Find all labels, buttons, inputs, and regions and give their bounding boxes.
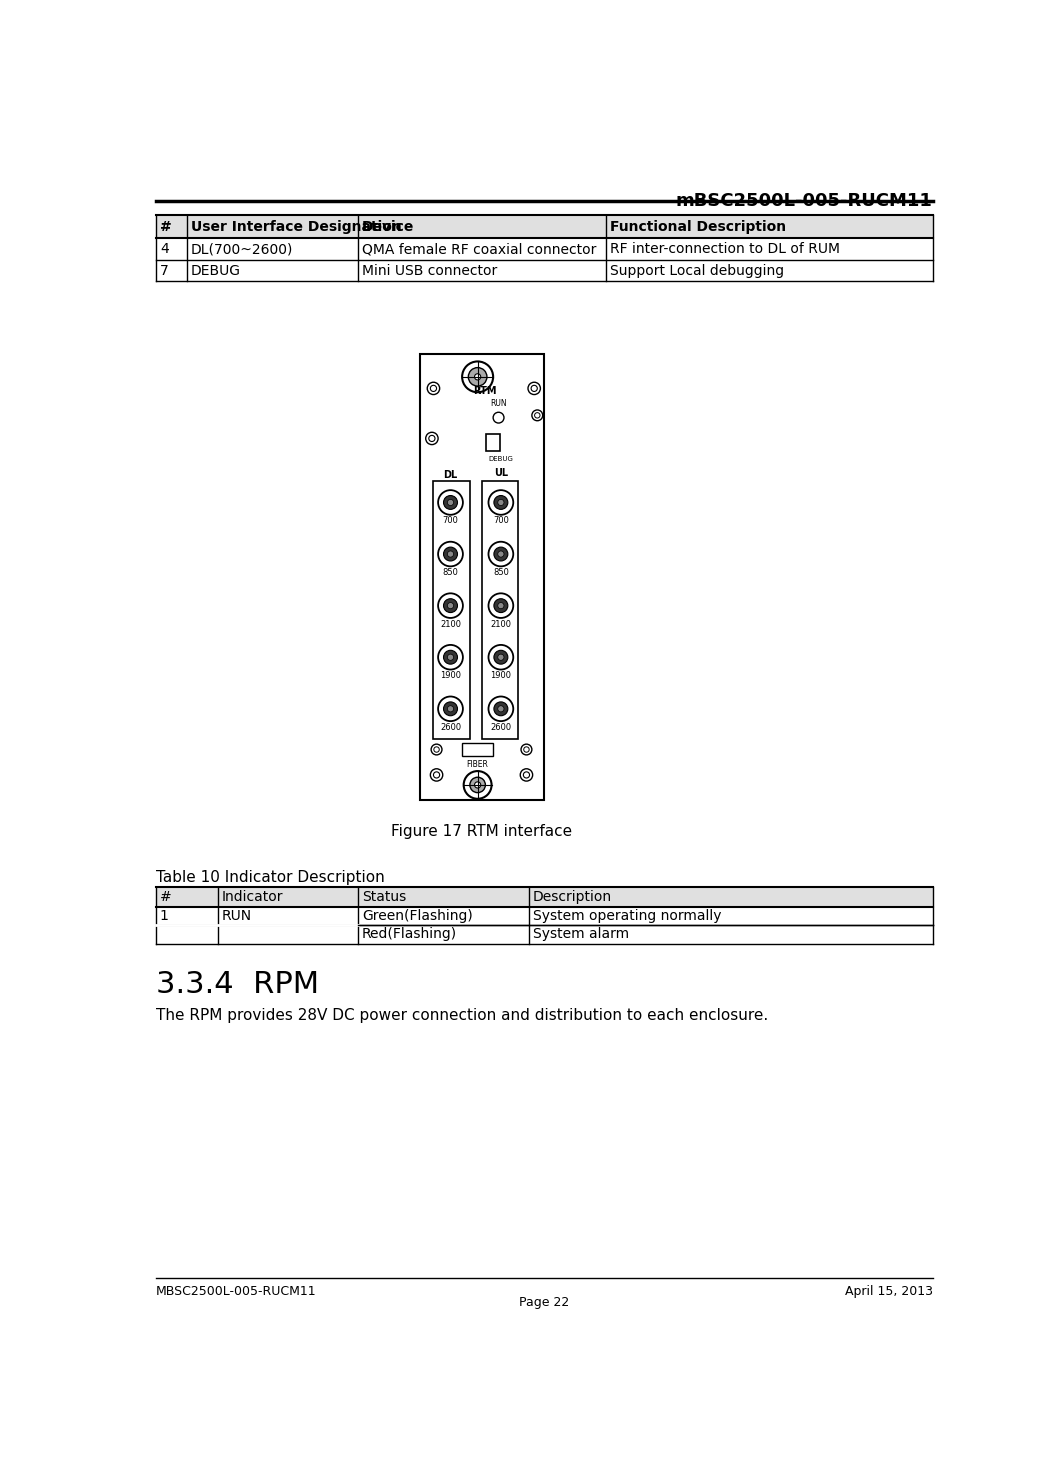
Circle shape <box>493 412 504 422</box>
Circle shape <box>469 777 485 792</box>
Text: Red(Flashing): Red(Flashing) <box>362 927 457 941</box>
Text: 700: 700 <box>493 517 509 526</box>
Circle shape <box>444 496 458 509</box>
Text: #: # <box>160 889 172 904</box>
Bar <box>156 886 932 907</box>
Text: DL: DL <box>443 471 458 480</box>
Circle shape <box>494 548 508 561</box>
Text: Green(Flashing): Green(Flashing) <box>362 908 473 923</box>
Text: Mini USB connector: Mini USB connector <box>362 263 497 278</box>
Bar <box>486 434 500 450</box>
Text: Support Local debugging: Support Local debugging <box>611 263 785 278</box>
Text: April 15, 2013: April 15, 2013 <box>844 1285 932 1298</box>
Circle shape <box>494 702 508 715</box>
Circle shape <box>439 696 463 721</box>
Circle shape <box>447 551 453 556</box>
Bar <box>481 481 518 739</box>
Circle shape <box>439 542 463 567</box>
Circle shape <box>489 593 513 618</box>
Circle shape <box>494 651 508 664</box>
Circle shape <box>447 499 453 505</box>
Circle shape <box>431 745 442 755</box>
Circle shape <box>489 645 513 670</box>
Text: QMA female RF coaxial connector: QMA female RF coaxial connector <box>362 241 596 256</box>
Circle shape <box>444 702 458 715</box>
Text: System alarm: System alarm <box>533 927 629 941</box>
Circle shape <box>494 599 508 612</box>
Circle shape <box>447 654 453 661</box>
Text: mBSC2500L-005-RUCM11: mBSC2500L-005-RUCM11 <box>675 191 932 210</box>
Circle shape <box>444 599 458 612</box>
Text: Description: Description <box>533 889 612 904</box>
Text: User Interface Designation: User Interface Designation <box>191 219 401 234</box>
Circle shape <box>498 499 504 505</box>
Bar <box>462 743 493 755</box>
Circle shape <box>430 768 443 782</box>
Circle shape <box>532 409 543 421</box>
Circle shape <box>444 651 458 664</box>
Bar <box>433 481 469 739</box>
Bar <box>419 353 544 801</box>
Text: DEBUG: DEBUG <box>191 263 241 278</box>
Text: MBSC2500L-005-RUCM11: MBSC2500L-005-RUCM11 <box>156 1285 316 1298</box>
Circle shape <box>498 602 504 609</box>
Circle shape <box>426 433 439 445</box>
Circle shape <box>462 362 493 392</box>
Text: RUN: RUN <box>222 908 252 923</box>
Text: RTM: RTM <box>474 386 497 396</box>
Circle shape <box>447 602 453 609</box>
Circle shape <box>520 768 533 782</box>
Circle shape <box>489 696 513 721</box>
Circle shape <box>528 383 541 394</box>
Text: System operating normally: System operating normally <box>533 908 721 923</box>
Circle shape <box>468 368 486 386</box>
Circle shape <box>489 490 513 515</box>
Text: 1: 1 <box>160 908 169 923</box>
Text: Indicator: Indicator <box>222 889 284 904</box>
Text: 2100: 2100 <box>491 620 512 629</box>
Text: 7: 7 <box>160 263 169 278</box>
Circle shape <box>444 548 458 561</box>
Circle shape <box>521 745 532 755</box>
Bar <box>156 215 932 238</box>
Text: #: # <box>160 219 172 234</box>
Text: 3.3.4  RPM: 3.3.4 RPM <box>156 970 319 998</box>
Text: The RPM provides 28V DC power connection and distribution to each enclosure.: The RPM provides 28V DC power connection… <box>156 1008 768 1023</box>
Text: Page 22: Page 22 <box>519 1295 569 1309</box>
Text: 700: 700 <box>443 517 459 526</box>
Text: RF inter-connection to DL of RUM: RF inter-connection to DL of RUM <box>611 241 840 256</box>
Text: Figure 17 RTM interface: Figure 17 RTM interface <box>391 824 572 839</box>
Text: DEBUG: DEBUG <box>489 455 513 462</box>
Circle shape <box>475 782 481 788</box>
Text: FIBER: FIBER <box>466 761 489 770</box>
Circle shape <box>427 383 440 394</box>
Text: Table 10 Indicator Description: Table 10 Indicator Description <box>156 870 384 885</box>
Circle shape <box>498 551 504 556</box>
Circle shape <box>439 593 463 618</box>
Circle shape <box>494 496 508 509</box>
Text: RUN: RUN <box>491 399 507 408</box>
Text: 1900: 1900 <box>440 671 461 680</box>
Text: Device: Device <box>362 219 414 234</box>
Circle shape <box>439 645 463 670</box>
Text: 4: 4 <box>160 241 169 256</box>
Text: UL: UL <box>494 468 508 478</box>
Text: Functional Description: Functional Description <box>611 219 786 234</box>
Text: 2600: 2600 <box>491 723 512 732</box>
Circle shape <box>498 705 504 712</box>
Text: DL(700~2600): DL(700~2600) <box>191 241 293 256</box>
Circle shape <box>447 705 453 712</box>
Text: 2100: 2100 <box>440 620 461 629</box>
Text: 1900: 1900 <box>491 671 512 680</box>
Circle shape <box>464 771 492 799</box>
Circle shape <box>439 490 463 515</box>
Circle shape <box>475 374 481 380</box>
Text: 850: 850 <box>443 568 459 577</box>
Text: 2600: 2600 <box>440 723 461 732</box>
Text: 850: 850 <box>493 568 509 577</box>
Circle shape <box>498 654 504 661</box>
Circle shape <box>489 542 513 567</box>
Text: Status: Status <box>362 889 406 904</box>
